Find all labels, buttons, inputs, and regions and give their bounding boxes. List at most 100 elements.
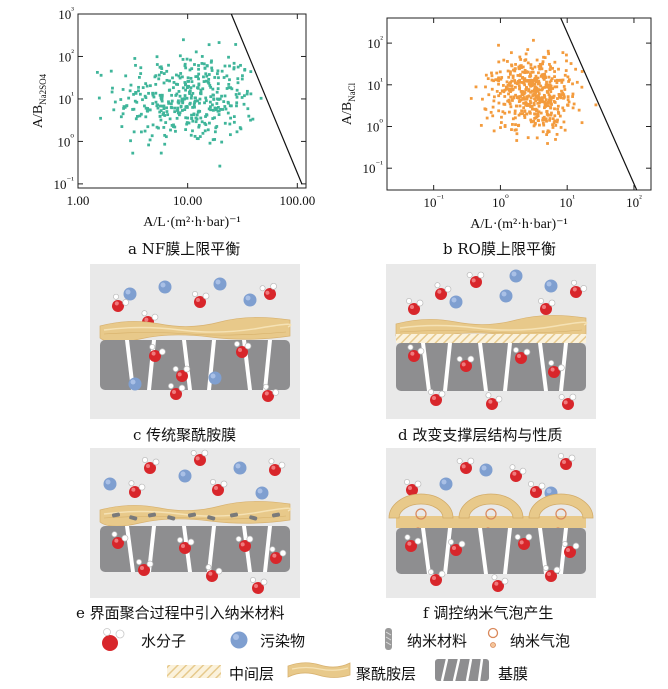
pollutant-particle: [178, 469, 192, 483]
data-point: [538, 62, 542, 66]
data-point: [189, 86, 193, 90]
data-point: [225, 74, 229, 78]
nanomaterial-piece: [187, 512, 197, 518]
data-point: [487, 93, 491, 97]
data-point: [535, 136, 539, 140]
data-point: [563, 128, 567, 132]
data-point: [177, 101, 181, 105]
data-point: [533, 112, 536, 116]
data-point: [163, 142, 167, 146]
water-molecule: [210, 479, 228, 496]
data-point: [122, 105, 126, 108]
data-point: [227, 83, 231, 86]
data-point: [500, 89, 504, 93]
data-point: [141, 98, 144, 102]
data-point: [165, 69, 169, 73]
data-point: [207, 81, 211, 85]
y-tick-label: 10²: [367, 34, 383, 51]
data-point: [185, 57, 189, 61]
data-point: [517, 123, 521, 127]
data-point: [537, 80, 541, 84]
data-point: [174, 82, 178, 86]
nanomaterial-piece: [167, 515, 176, 521]
data-point: [498, 70, 502, 74]
data-point: [530, 104, 534, 108]
data-point: [490, 87, 494, 91]
water-molecule: [112, 293, 130, 312]
data-point: [243, 94, 246, 98]
data-point: [222, 100, 226, 103]
data-point: [207, 107, 211, 111]
data-point: [526, 136, 530, 140]
data-point: [211, 103, 214, 107]
data-point: [528, 99, 532, 103]
data-point: [203, 129, 207, 133]
data-point: [186, 80, 190, 83]
data-point: [184, 105, 188, 109]
data-point: [209, 108, 212, 112]
data-point: [204, 72, 208, 76]
data-point: [139, 66, 143, 70]
data-point: [536, 76, 540, 80]
data-point: [517, 65, 521, 69]
data-point: [235, 101, 239, 105]
data-point: [154, 91, 158, 95]
data-point: [519, 58, 523, 61]
data-point: [216, 87, 220, 91]
data-point: [201, 131, 205, 135]
data-point: [562, 95, 566, 99]
data-point: [205, 74, 209, 78]
data-point: [189, 76, 193, 80]
data-point: [213, 138, 217, 141]
pollutant-particle: [479, 463, 493, 477]
data-point: [494, 78, 498, 82]
data-point: [541, 118, 545, 122]
data-point: [193, 105, 196, 109]
data-point: [200, 55, 204, 58]
data-point: [523, 59, 527, 62]
y-tick-label: 10⁻¹: [363, 159, 384, 176]
data-point: [246, 107, 250, 111]
data-point: [146, 125, 150, 129]
data-point: [129, 83, 133, 87]
data-point: [508, 87, 511, 91]
pollutant-particle: [213, 277, 227, 291]
data-point: [555, 81, 559, 85]
data-point: [163, 133, 167, 137]
water-molecule: [558, 453, 576, 470]
data-point: [147, 91, 150, 95]
data-point: [203, 101, 206, 105]
data-point: [529, 120, 533, 124]
data-point: [492, 79, 496, 83]
data-point: [217, 41, 221, 44]
data-point: [197, 125, 201, 129]
data-point: [215, 72, 219, 76]
data-point: [111, 86, 114, 90]
data-point: [553, 119, 557, 123]
data-point: [561, 91, 565, 95]
data-point: [532, 119, 536, 123]
data-point: [169, 128, 172, 132]
data-point: [510, 63, 513, 67]
data-point: [545, 80, 548, 84]
data-point: [194, 96, 197, 100]
data-point: [513, 85, 517, 89]
data-point: [176, 106, 180, 110]
pollutant-particle: [255, 486, 269, 500]
water-molecule: [466, 271, 485, 288]
data-point: [553, 75, 556, 79]
data-point: [554, 123, 558, 127]
water-molecule: [205, 564, 223, 582]
data-point: [562, 93, 566, 97]
data-point: [489, 110, 493, 114]
data-point: [207, 43, 211, 47]
data-point: [159, 65, 163, 69]
data-point: [539, 64, 543, 68]
upper-bound-line: [560, 17, 638, 191]
data-point: [529, 63, 533, 67]
pollutant-particle: [499, 289, 513, 303]
data-point: [527, 89, 530, 93]
pollutant-particle: [128, 377, 142, 391]
data-point: [173, 106, 177, 110]
data-point: [199, 90, 203, 94]
